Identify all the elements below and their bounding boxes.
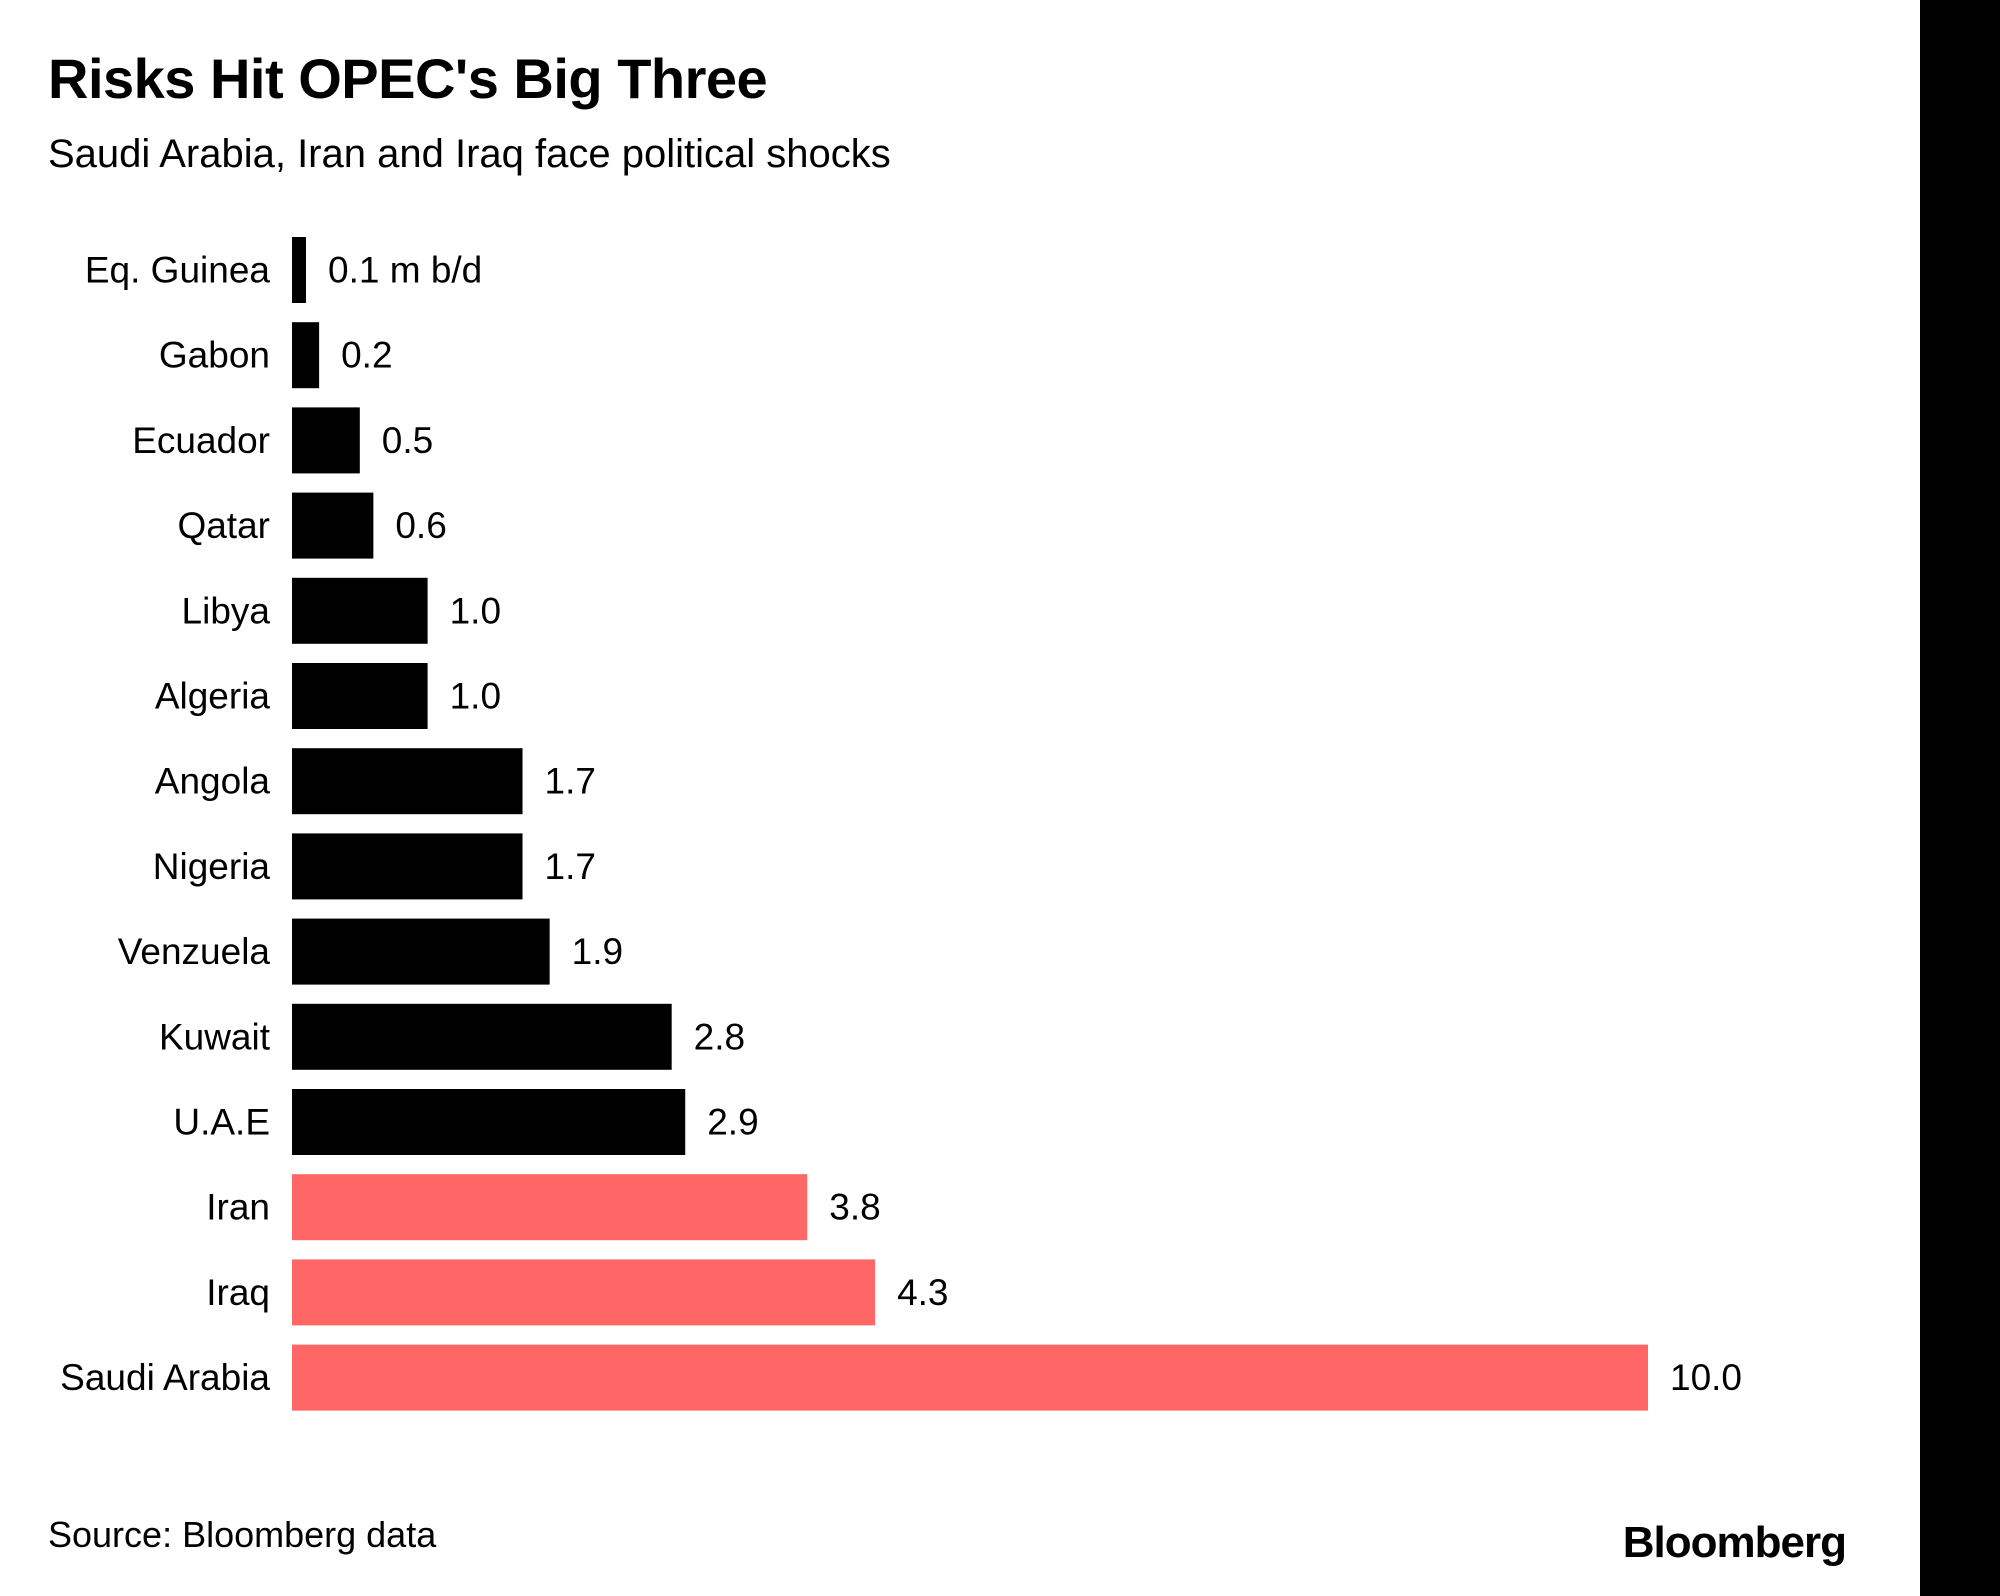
category-label-qatar: Qatar [177, 505, 270, 546]
bar-iran [292, 1174, 808, 1241]
value-label-qatar: 0.6 [395, 505, 446, 546]
bar-gabon [292, 322, 320, 389]
category-label-u-a-e: U.A.E [173, 1102, 270, 1143]
bar-u-a-e [292, 1089, 686, 1155]
category-label-eq-guinea: Eq. Guinea [85, 250, 271, 291]
value-label-iraq: 4.3 [897, 1272, 948, 1313]
category-label-iran: Iran [206, 1187, 270, 1228]
chart-title: Risks Hit OPEC's Big Three [48, 47, 768, 110]
bar-eq-guinea [292, 237, 306, 303]
bar-saudi-arabia [292, 1344, 1648, 1411]
bar-iraq [292, 1259, 876, 1326]
value-label-saudi-arabia: 10.0 [1670, 1357, 1742, 1398]
value-label-algeria: 1.0 [450, 676, 501, 717]
category-label-gabon: Gabon [159, 335, 270, 376]
category-label-ecuador: Ecuador [132, 420, 270, 461]
bar-libya [292, 577, 428, 644]
bar-ecuador [292, 407, 360, 474]
category-label-venzuela: Venzuela [118, 931, 271, 972]
value-label-u-a-e: 2.9 [707, 1102, 758, 1143]
bar-nigeria [292, 833, 523, 900]
value-label-ecuador: 0.5 [382, 420, 433, 461]
value-label-libya: 1.0 [450, 590, 501, 631]
value-label-kuwait: 2.8 [694, 1016, 745, 1057]
bar-venzuela [292, 918, 550, 985]
source-note: Source: Bloomberg data [48, 1514, 437, 1555]
bar-qatar [292, 492, 374, 559]
bar-algeria [292, 663, 428, 729]
value-label-gabon: 0.2 [341, 335, 392, 376]
value-label-eq-guinea: 0.1 m b/d [328, 250, 482, 291]
bar-angola [292, 748, 523, 815]
category-label-angola: Angola [155, 761, 271, 802]
chart-panel: Risks Hit OPEC's Big Three Saudi Arabia,… [0, 0, 1920, 1596]
category-label-iraq: Iraq [206, 1272, 270, 1313]
value-label-nigeria: 1.7 [545, 846, 596, 887]
category-label-libya: Libya [182, 590, 271, 631]
bar-kuwait [292, 1003, 672, 1070]
bar-chart: Eq. Guinea 0.1 m b/d Gabon 0.2 Ecuador 0.5 Qat… [60, 237, 1742, 1411]
value-label-iran: 3.8 [829, 1187, 880, 1228]
bloomberg-logo: Bloomberg [1622, 1518, 1847, 1567]
value-label-angola: 1.7 [545, 761, 596, 802]
chart-subtitle: Saudi Arabia, Iran and Iraq face politic… [48, 132, 891, 176]
value-label-venzuela: 1.9 [572, 931, 623, 972]
category-label-nigeria: Nigeria [153, 846, 271, 887]
category-label-saudi-arabia: Saudi Arabia [60, 1357, 270, 1398]
category-label-kuwait: Kuwait [159, 1016, 271, 1057]
category-label-algeria: Algeria [155, 676, 271, 717]
